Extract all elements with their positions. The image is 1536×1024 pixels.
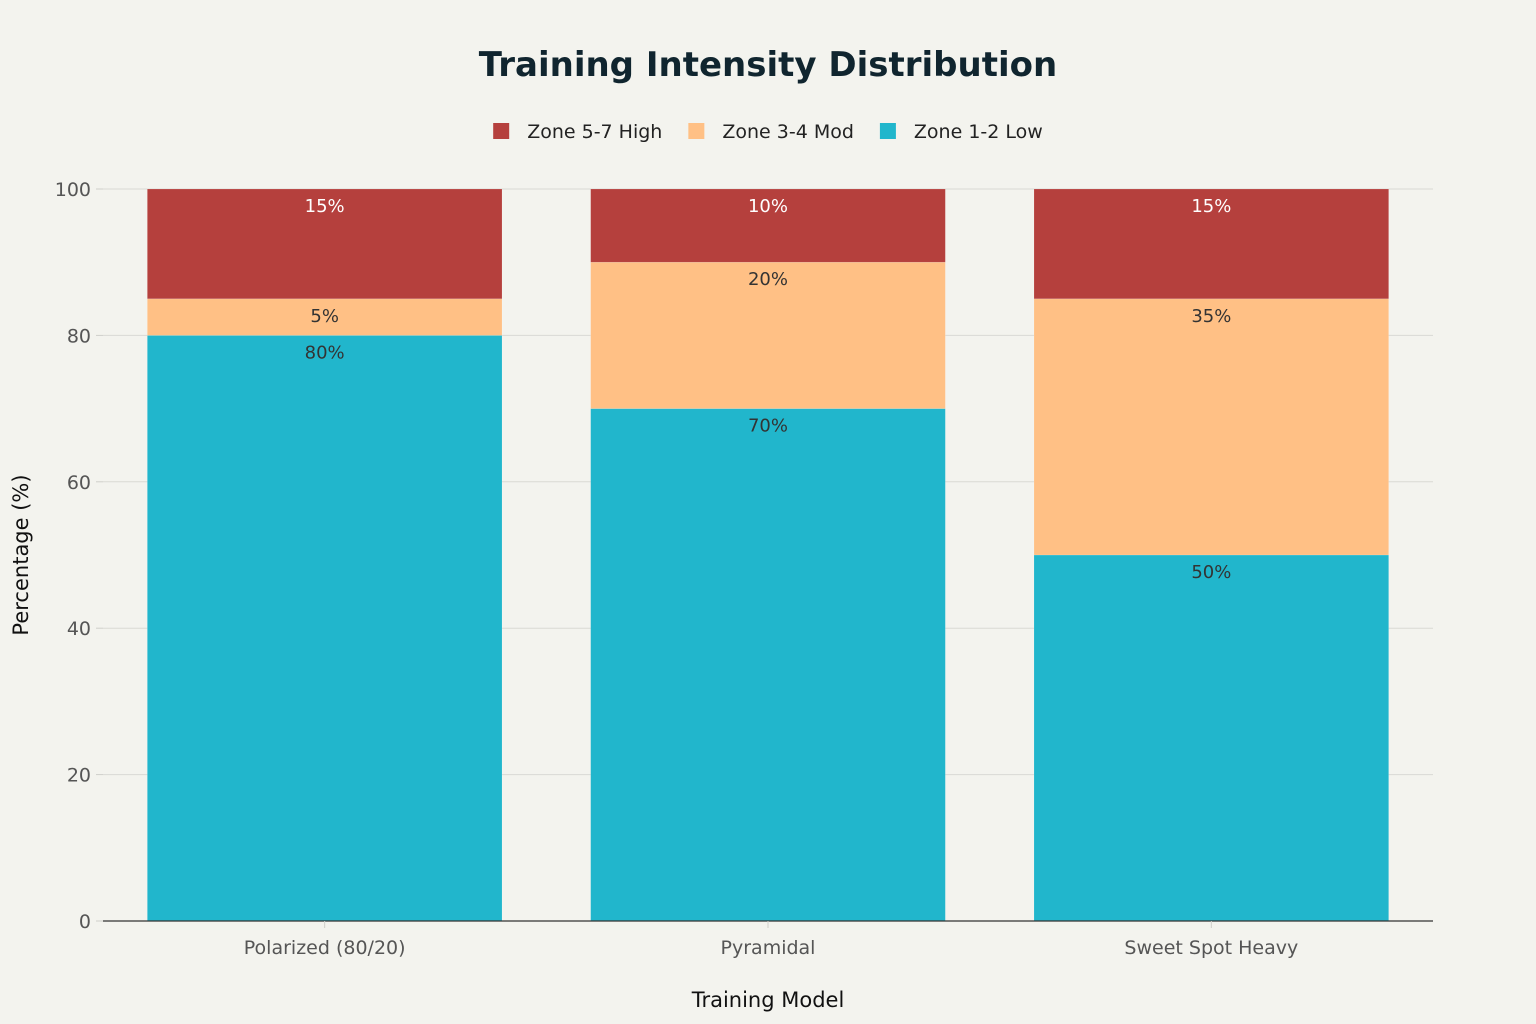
data-label: 15% [305,196,345,217]
bar-segment [147,188,503,300]
bar-segment [1033,554,1389,922]
data-label: 5% [310,306,339,327]
y-axis-ticks: 0 20 40 60 80 100 [55,179,103,933]
legend-item: Zone 5-7 High [493,121,662,143]
legend-swatch [688,123,705,139]
bar-segment [1033,298,1389,556]
chart-title: Training Intensity Distribution [479,45,1057,85]
legend-swatch [493,123,510,139]
legend-label: Zone 3-4 Mod [722,121,854,143]
y-tick-label: 80 [67,325,91,347]
legend-label: Zone 5-7 High [527,121,662,143]
legend-label: Zone 1-2 Low [914,121,1043,143]
bar-segment [590,261,946,409]
data-label: 10% [748,196,788,217]
data-label: 80% [305,342,345,363]
x-tick-label: Polarized (80/20) [244,937,406,959]
x-axis-ticks: Polarized (80/20) Pyramidal Sweet Spot Hea… [244,921,1298,959]
bar-segment [1033,188,1389,300]
data-label: 20% [748,269,788,290]
y-tick-label: 40 [67,618,91,640]
data-label: 35% [1191,306,1231,327]
y-axis-title: Percentage (%) [9,474,33,635]
x-axis-title: Training Model [691,988,845,1012]
data-label: 50% [1191,562,1231,583]
y-tick-label: 100 [55,179,91,201]
legend-item: Zone 3-4 Mod [688,121,854,143]
x-tick-label: Pyramidal [721,937,816,959]
legend-swatch [879,123,896,139]
y-tick-label: 0 [79,911,91,933]
data-label: 70% [748,416,788,437]
bar-segment [147,298,503,336]
bar-segment [590,408,946,922]
legend: Zone 5-7 High Zone 3-4 Mod Zone 1-2 Low [493,121,1043,143]
bars [147,188,1389,922]
bar-segment [147,335,503,922]
y-tick-label: 60 [67,472,91,494]
data-label: 15% [1191,196,1231,217]
y-tick-label: 20 [67,765,91,787]
legend-item: Zone 1-2 Low [879,121,1043,143]
bar-segment [590,188,946,263]
data-labels: 80% 5% 15% 70% 20% 10% 50% 35% 15% [305,196,1232,583]
x-tick-label: Sweet Spot Heavy [1124,937,1298,959]
